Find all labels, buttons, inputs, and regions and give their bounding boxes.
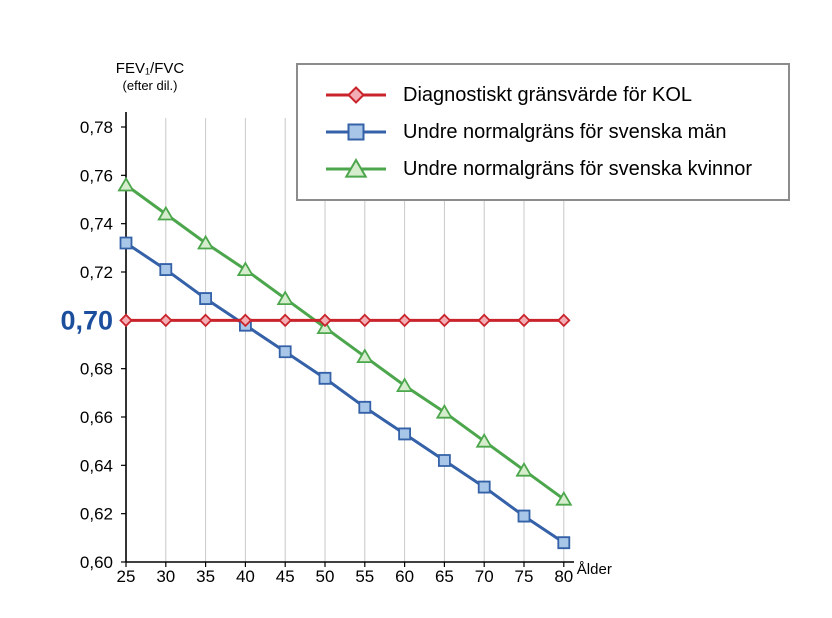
y-axis-title-line1: FEV₁/FVC — [115, 60, 185, 77]
triangle-marker — [435, 403, 453, 419]
x-tick-label: 50 — [316, 567, 335, 586]
y-tick-label: 0,78 — [80, 118, 113, 137]
x-tick-label: 55 — [355, 567, 374, 586]
legend-item: Undre normalgräns för svenska män — [324, 119, 780, 145]
legend-item: Diagnostiskt gränsvärde för KOL — [324, 82, 780, 108]
y-tick-label: 0,62 — [80, 505, 113, 524]
diamond-marker — [238, 313, 253, 328]
diamond-marker — [278, 313, 292, 328]
legend-label: Diagnostiskt gränsvärde för KOL — [403, 83, 693, 106]
square-marker — [199, 292, 212, 305]
diamond-marker — [198, 313, 213, 328]
legend-triangle-icon — [344, 158, 368, 178]
diamond-marker — [119, 313, 133, 328]
y-axis-title-line2: (efter dil.) — [122, 78, 178, 93]
y-tick-label: 0,66 — [80, 408, 113, 427]
x-tick-label: 70 — [475, 567, 494, 586]
triangle-marker — [197, 234, 215, 250]
diamond-marker — [437, 313, 452, 328]
legend-diamond-icon — [347, 86, 365, 104]
y-tick-label: 0,60 — [80, 553, 113, 572]
diamond-marker — [397, 313, 412, 328]
square-marker — [557, 536, 571, 550]
triangle-marker — [117, 176, 135, 192]
y-tick-label: 0,68 — [80, 360, 113, 379]
y-tick-label: 0,76 — [80, 166, 113, 185]
square-marker — [278, 345, 292, 359]
legend-label: Undre normalgräns för svenska kvinnor — [403, 157, 753, 180]
y-tick-label: 0,74 — [80, 215, 113, 234]
x-tick-label: 35 — [196, 567, 215, 586]
y-tick-label: 0,64 — [80, 456, 113, 475]
legend-label: Undre normalgräns för svenska män — [403, 120, 727, 143]
y-tick-label-highlighted: 0,70 — [60, 305, 113, 335]
y-axis-title: FEV₁/FVC (efter dil.) — [98, 60, 202, 93]
square-marker — [438, 454, 451, 467]
x-tick-label: 40 — [236, 567, 255, 586]
legend-marker-square-icon — [326, 123, 386, 141]
x-tick-label: 45 — [276, 567, 295, 586]
diamond-marker — [557, 313, 571, 328]
triangle-marker — [157, 205, 175, 221]
legend-marker-diamond-icon — [326, 86, 386, 104]
x-tick-label: 75 — [515, 567, 534, 586]
triangle-marker — [396, 377, 414, 393]
diamond-marker — [358, 313, 372, 328]
square-marker — [398, 427, 411, 441]
legend-item: Undre normalgräns för svenska kvinnor — [324, 156, 780, 182]
diamond-marker — [318, 313, 332, 328]
x-tick-label: 65 — [435, 567, 454, 586]
square-marker — [477, 480, 491, 494]
triangle-marker — [236, 261, 254, 277]
x-axis-title: Ålder — [577, 561, 612, 578]
triangle-marker — [555, 490, 573, 506]
triangle-marker — [276, 290, 294, 306]
x-tick-label: 80 — [554, 567, 573, 586]
series-line-triangle — [125, 183, 565, 501]
square-marker — [159, 263, 173, 276]
triangle-marker — [515, 461, 533, 477]
legend-marker-triangle-icon — [326, 158, 386, 178]
legend-square-icon — [347, 123, 365, 141]
triangle-marker — [356, 348, 374, 364]
diamond-marker — [517, 313, 531, 328]
triangle-marker — [475, 432, 493, 448]
y-tick-label: 0,72 — [80, 263, 113, 282]
square-marker — [119, 236, 133, 250]
square-marker — [358, 400, 372, 414]
x-tick-label: 25 — [117, 567, 136, 586]
x-tick-label: 30 — [156, 567, 175, 586]
series-line-square — [125, 241, 565, 544]
x-tick-label: 60 — [395, 567, 414, 586]
square-marker — [318, 371, 332, 385]
diamond-marker — [159, 313, 173, 328]
diamond-marker — [477, 313, 491, 328]
square-marker — [517, 509, 531, 523]
legend: Diagnostiskt gränsvärde för KOL Undre no… — [296, 63, 790, 201]
